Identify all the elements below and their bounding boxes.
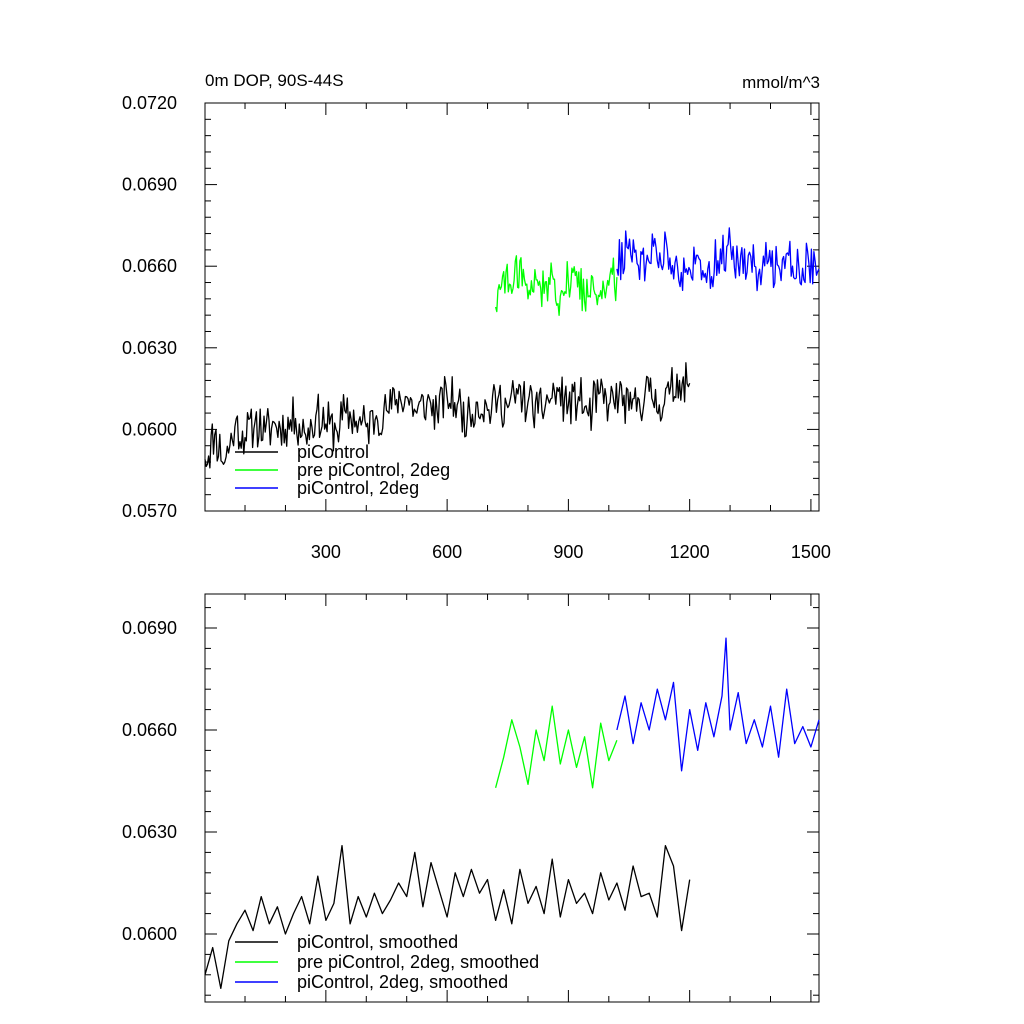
y-tick-label: 0.0600 — [122, 924, 177, 944]
x-tick-label: 600 — [432, 542, 462, 562]
y-tick-label: 0.0600 — [122, 419, 177, 439]
series-line — [616, 637, 820, 772]
series-line — [204, 362, 691, 469]
axes: 0.0600 0.0630 0.0660 0.0690 — [122, 594, 819, 1002]
x-tick-label: 1500 — [791, 542, 831, 562]
series-line — [616, 227, 820, 292]
y-tick-label: 0.0570 — [122, 501, 177, 521]
series-line — [494, 255, 618, 316]
series-lines — [204, 637, 820, 990]
series-lines — [204, 227, 820, 469]
legend-label: piControl, 2deg — [297, 478, 419, 498]
legend-label: pre piControl, 2deg, smoothed — [297, 952, 539, 972]
bottom-panel: 0.0600 0.0630 0.0660 0.0690 piControl, smoo… — [122, 593, 820, 1003]
legend-label: piControl — [297, 442, 369, 462]
chart-title: 0m DOP, 90S-44S — [205, 71, 344, 90]
y-tick-label: 0.0660 — [122, 256, 177, 276]
plot-frame — [204, 593, 820, 1003]
top-panel: 0m DOP, 90S-44S mmol/m^3 0.05700.06000.0… — [122, 71, 831, 562]
legend-label: piControl, smoothed — [297, 932, 458, 952]
x-tick-label: 1200 — [670, 542, 710, 562]
axes: 0.0570 0.0600 0.0630 0.0660 0.0690 0.0720 300 6… — [122, 93, 831, 562]
legend-label: piControl, 2deg, smoothed — [297, 972, 508, 992]
y-tick-label: 0.0690 — [122, 618, 177, 638]
x-tick-label: 300 — [311, 542, 341, 562]
y-tick-label: 0.0630 — [122, 338, 177, 358]
y-tick-label: 0.0630 — [122, 822, 177, 842]
legend-label: pre piControl, 2deg — [297, 460, 450, 480]
units-label: mmol/m^3 — [742, 73, 820, 92]
y-tick-label: 0.0660 — [122, 720, 177, 740]
series-line — [494, 705, 618, 789]
x-tick-label: 900 — [553, 542, 583, 562]
plot-frame — [204, 102, 820, 512]
series-line — [204, 844, 691, 990]
y-tick-label: 0.0720 — [122, 93, 177, 113]
y-tick-label: 0.0690 — [122, 175, 177, 195]
